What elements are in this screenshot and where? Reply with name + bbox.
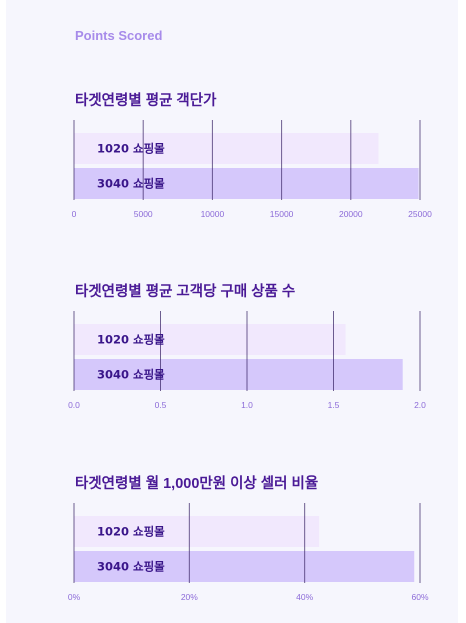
bar-label-0: 1020 쇼핑몰 [97,142,165,156]
bar-label-0: 1020 쇼핑몰 [97,525,165,539]
tick-label-3: 60% [411,592,428,602]
bar-label-1: 3040 쇼핑몰 [97,560,165,574]
tick-label-0: 0.0 [68,400,80,410]
chart-avg-order-value: 0 5000 10000 15000 20000 25000 1020 쇼핑몰 3040 쇼핑… [72,120,432,219]
bar-1 [74,359,403,390]
chart-title-items-per-customer: 타겟연령별 평균 고객당 구매 상품 수 [75,284,296,300]
tick-label-1: 0.5 [155,400,167,410]
tick-label-4: 20000 [339,209,363,219]
tick-label-3: 1.5 [328,400,340,410]
chart-title-avg-order-value: 타겟연령별 평균 객단가 [75,93,217,109]
tick-label-1: 20% [181,592,198,602]
bar-1 [74,168,419,199]
bar-label-1: 3040 쇼핑몰 [97,177,165,191]
chart-items-per-customer: 0.0 0.5 1.0 1.5 2.0 1020 쇼핑몰 3040 쇼핑몰 [68,311,426,410]
tick-label-0: 0 [72,209,77,219]
tick-label-2: 10000 [201,209,225,219]
bar-label-0: 1020 쇼핑몰 [97,333,165,347]
tick-label-4: 2.0 [414,400,426,410]
tick-label-1: 5000 [134,209,153,219]
tick-label-0: 0% [68,592,81,602]
tick-label-5: 25000 [408,209,432,219]
tick-label-3: 15000 [270,209,294,219]
tick-label-2: 40% [296,592,313,602]
chart-title-top-seller-ratio: 타겟연령별 월 1,000만원 이상 셀러 비율 [75,476,319,492]
bar-0 [74,324,346,355]
tick-label-2: 1.0 [241,400,253,410]
bar-0 [74,516,320,547]
points-scored-label: Points Scored [75,28,163,43]
bar-0 [74,133,379,164]
chart-top-seller-ratio: 0% 20% 40% 60% 1020 쇼핑몰 3040 쇼핑몰 [68,503,429,602]
bar-label-1: 3040 쇼핑몰 [97,368,165,382]
bar-1 [74,551,415,582]
